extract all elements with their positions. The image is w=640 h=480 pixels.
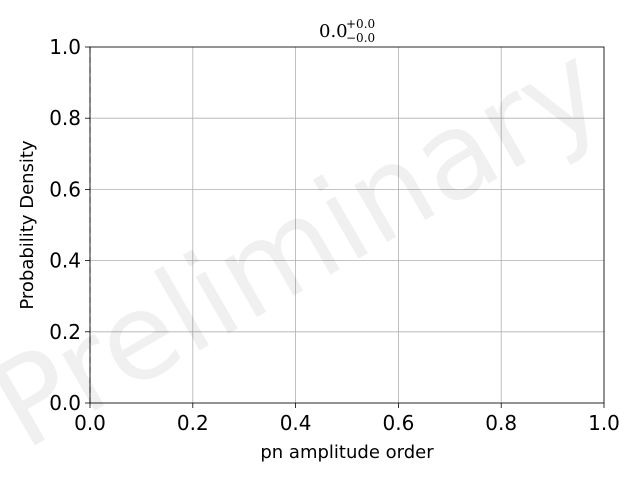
- x-axis-label: pn amplitude order: [260, 442, 434, 463]
- title-lower-error: −0.0: [346, 31, 375, 45]
- y-axis-ticks: 0.0 0.2 0.4 0.6 0.8 1.0: [49, 35, 90, 415]
- x-tick-label: 0.2: [177, 411, 209, 435]
- y-tick-label: 1.0: [49, 35, 81, 59]
- y-tick-label: 0.6: [49, 177, 81, 201]
- x-tick-label: 0.4: [280, 411, 312, 435]
- title-base: 0.0: [319, 21, 348, 42]
- axes-frame: [89, 46, 605, 404]
- title-upper-error: +0.0: [346, 17, 375, 31]
- y-tick-label: 0.4: [49, 249, 81, 273]
- x-tick-label: 0.0: [74, 411, 106, 435]
- svg-text:0.0: 0.0: [319, 21, 348, 42]
- chart-title: 0.0 +0.0 −0.0: [319, 17, 375, 45]
- x-axis-ticks: 0.0 0.2 0.4 0.6 0.8 1.0: [74, 403, 620, 435]
- y-axis-label: Probability Density: [17, 140, 38, 310]
- y-tick-label: 0.0: [49, 391, 81, 415]
- x-tick-label: 0.8: [485, 411, 517, 435]
- y-tick-label: 0.8: [49, 106, 81, 130]
- y-tick-label: 0.2: [49, 320, 81, 344]
- x-tick-label: 1.0: [588, 411, 620, 435]
- watermark-text: Preliminary: [0, 17, 626, 476]
- x-tick-label: 0.6: [382, 411, 414, 435]
